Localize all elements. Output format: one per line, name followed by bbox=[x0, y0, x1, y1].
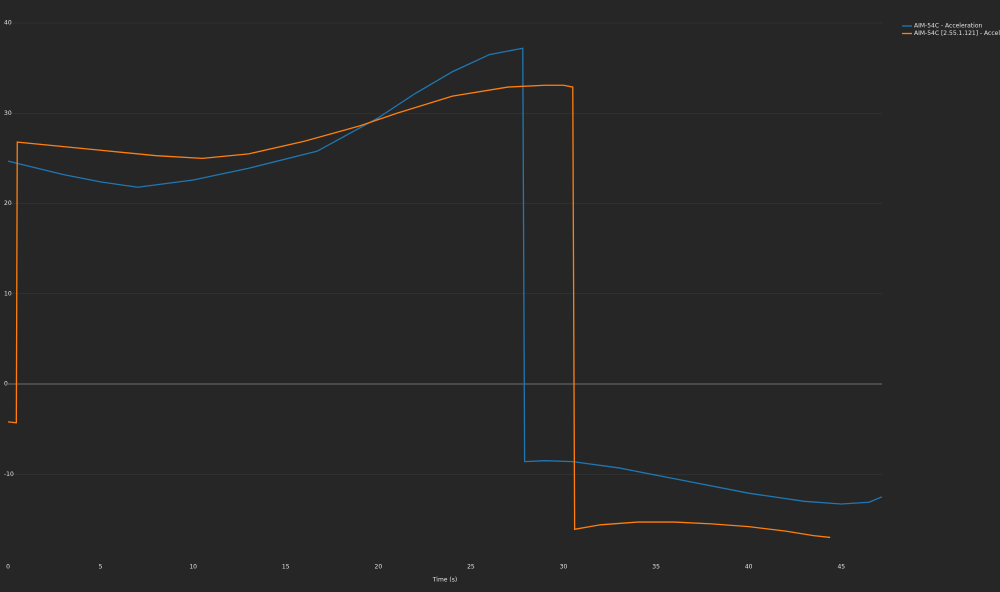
x-tick-label: 45 bbox=[837, 564, 845, 571]
y-tick-label: 10 bbox=[4, 290, 12, 297]
x-tick-label: 20 bbox=[375, 564, 383, 571]
y-tick-label: -10 bbox=[4, 471, 14, 478]
series-line bbox=[7, 47, 883, 505]
x-tick-label: 5 bbox=[99, 564, 103, 571]
y-tick-label: 40 bbox=[4, 20, 12, 27]
x-tick-label: 30 bbox=[560, 564, 568, 571]
x-tick-label: 35 bbox=[652, 564, 660, 571]
x-tick-label: 15 bbox=[282, 564, 290, 571]
y-tick-label: 30 bbox=[4, 110, 12, 117]
y-tick-label: 0 bbox=[4, 381, 8, 388]
x-tick-label: 25 bbox=[467, 564, 475, 571]
legend-label: AIM-54C [2.55.1.121] - Acceleration bbox=[914, 30, 1000, 37]
x-axis-label: Time (s) bbox=[432, 577, 457, 584]
x-tick-label: 40 bbox=[745, 564, 753, 571]
series-line bbox=[7, 84, 831, 539]
legend-label: AIM-54C - Acceleration bbox=[914, 23, 983, 30]
x-tick-label: 0 bbox=[6, 564, 10, 571]
y-tick-label: 20 bbox=[4, 200, 12, 207]
x-tick-label: 10 bbox=[189, 564, 197, 571]
